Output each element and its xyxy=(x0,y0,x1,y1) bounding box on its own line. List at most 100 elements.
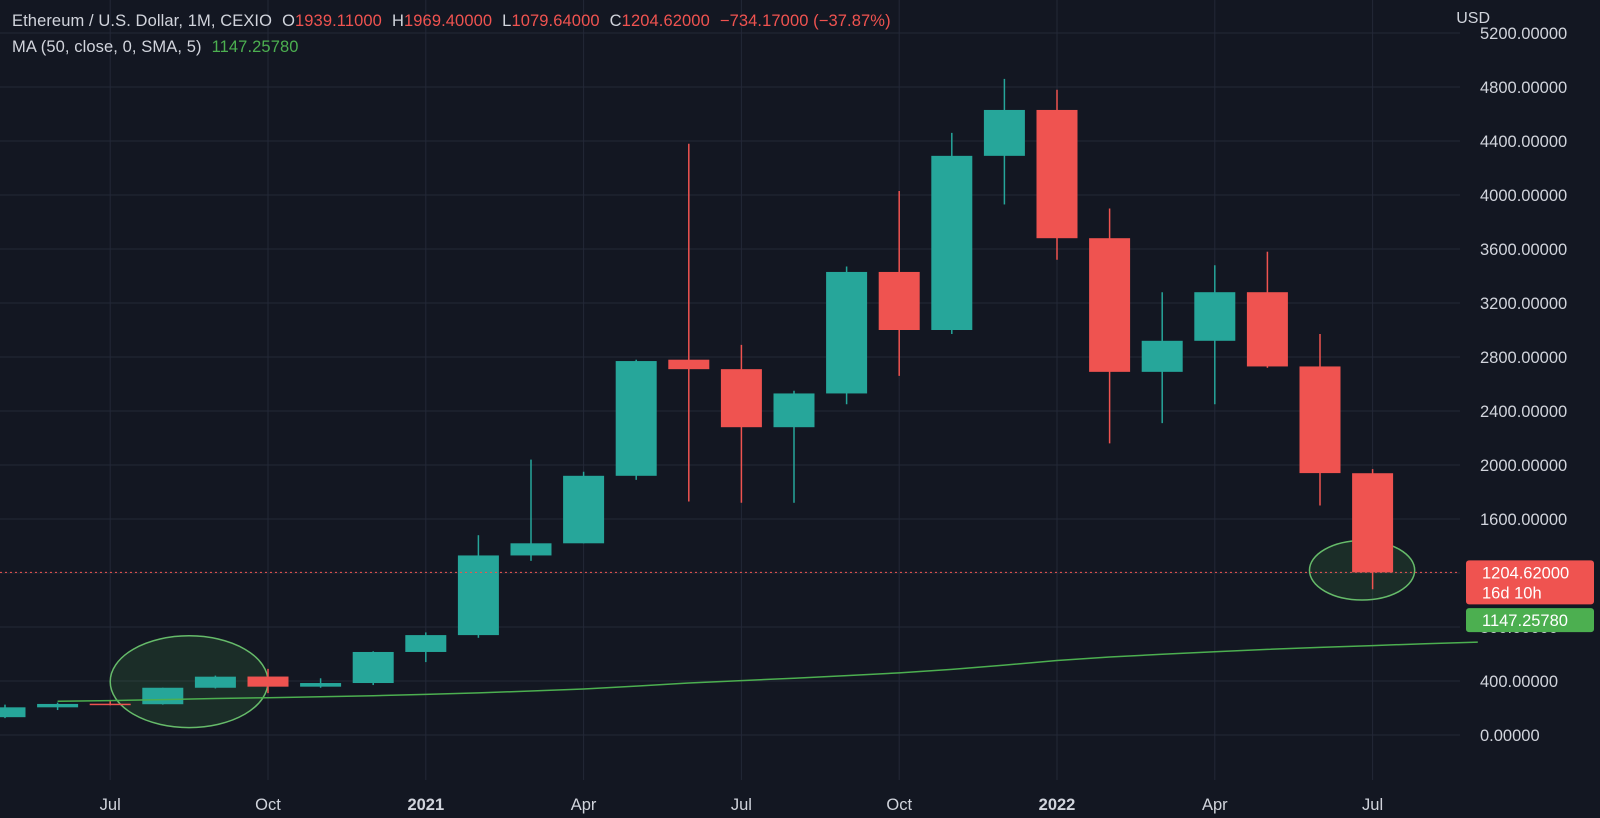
y-tick-label: 1600.00000 xyxy=(1480,511,1567,529)
candle[interactable] xyxy=(300,678,342,688)
candle[interactable] xyxy=(194,675,236,689)
ma-legend[interactable]: MA (50, close, 0, SMA, 5) 1147.25780 xyxy=(12,38,299,57)
y-tick-label: 2000.00000 xyxy=(1480,457,1567,475)
ma-label[interactable]: MA (50, close, 0, SMA, 5) xyxy=(12,38,202,56)
candle-body[interactable] xyxy=(720,369,762,428)
candle[interactable] xyxy=(1246,251,1288,368)
candle[interactable] xyxy=(1299,334,1341,506)
symbol-title[interactable]: Ethereum / U.S. Dollar, 1M, CEXIO xyxy=(12,12,273,30)
candle-body[interactable] xyxy=(615,361,657,476)
candle-body[interactable] xyxy=(826,271,868,394)
candle-body[interactable] xyxy=(194,676,236,688)
low-label: L xyxy=(502,12,512,30)
x-tick-label: Oct xyxy=(255,796,281,814)
candle[interactable] xyxy=(826,266,868,405)
candle[interactable] xyxy=(720,344,762,503)
currency-label[interactable]: USD xyxy=(1456,10,1490,27)
candle[interactable] xyxy=(1089,208,1131,444)
time-axis[interactable]: prJulOct2021AprJulOct2022AprJul xyxy=(0,796,1383,814)
candle-body[interactable] xyxy=(300,683,342,687)
y-tick-label: 400.00000 xyxy=(1480,673,1558,691)
price-axis[interactable]: 0.00000400.00000800.000001200.000001600.… xyxy=(1480,25,1567,745)
price-tag-value: 1147.25780 xyxy=(1482,612,1568,630)
candle-body[interactable] xyxy=(931,155,973,330)
close-label: C xyxy=(609,12,622,30)
candle[interactable] xyxy=(668,143,710,502)
candle[interactable] xyxy=(89,700,131,706)
high-label: H xyxy=(391,12,404,30)
high-value: 1969.40000 xyxy=(403,12,493,30)
price-tag-value: 1204.62000 xyxy=(1482,564,1569,582)
ma-price-tag: 1147.25780 xyxy=(1466,608,1594,633)
y-tick-label: 5200.00000 xyxy=(1480,25,1567,43)
candle-body[interactable] xyxy=(878,271,920,330)
open-value: 1939.11000 xyxy=(295,12,382,30)
candle[interactable] xyxy=(0,704,26,719)
candle-body[interactable] xyxy=(0,707,26,718)
moving-average xyxy=(57,641,1478,703)
candle-body[interactable] xyxy=(1352,473,1394,573)
candle[interactable] xyxy=(1352,469,1394,590)
candle[interactable] xyxy=(773,390,815,503)
candle[interactable] xyxy=(615,359,657,480)
y-tick-label: 0.00000 xyxy=(1480,727,1540,745)
candle[interactable] xyxy=(878,190,920,376)
candle-body[interactable] xyxy=(89,703,131,706)
candle[interactable] xyxy=(37,702,79,711)
candle[interactable] xyxy=(247,668,289,694)
ohlc-legend: Ethereum / U.S. Dollar, 1M, CEXIO O1939.1… xyxy=(12,12,891,31)
low-value: 1079.64000 xyxy=(511,12,600,30)
x-tick-label: Jul xyxy=(731,796,752,814)
candle-body[interactable] xyxy=(773,393,815,428)
candle[interactable] xyxy=(931,132,973,335)
y-tick-label: 3600.00000 xyxy=(1480,241,1567,259)
candle[interactable] xyxy=(1036,89,1078,260)
x-tick-label: Apr xyxy=(571,796,597,814)
candle-body[interactable] xyxy=(1141,340,1183,372)
candle[interactable] xyxy=(142,687,184,705)
last-price-tag: 1204.62000 16d 10h xyxy=(1466,560,1594,605)
x-tick-label: Apr xyxy=(1202,796,1228,814)
candle-body[interactable] xyxy=(37,703,79,708)
price-tag-countdown: 16d 10h xyxy=(1482,584,1542,602)
candle-body[interactable] xyxy=(142,687,184,705)
candle-body[interactable] xyxy=(510,543,552,556)
close-value: 1204.62000 xyxy=(621,12,710,30)
candlesticks[interactable] xyxy=(0,78,1394,719)
candle-body[interactable] xyxy=(247,676,289,687)
candle[interactable] xyxy=(405,632,447,663)
candle-body[interactable] xyxy=(1246,292,1288,367)
candle[interactable] xyxy=(983,78,1025,205)
candle-body[interactable] xyxy=(1089,238,1131,372)
ma-value: 1147.25780 xyxy=(211,38,299,56)
candle[interactable] xyxy=(457,535,499,638)
candle-body[interactable] xyxy=(405,635,447,652)
candle-body[interactable] xyxy=(352,651,394,684)
candle-body[interactable] xyxy=(983,109,1025,156)
y-tick-label: 4000.00000 xyxy=(1480,187,1567,205)
candle-body[interactable] xyxy=(457,555,499,636)
candle-body[interactable] xyxy=(1036,109,1078,239)
y-tick-label: 2800.00000 xyxy=(1480,349,1567,367)
candle[interactable] xyxy=(563,471,605,544)
candle-body[interactable] xyxy=(1299,366,1341,474)
candle-body[interactable] xyxy=(563,475,605,544)
candle[interactable] xyxy=(510,459,552,561)
change-value: −734.17000 (−37.87%) xyxy=(719,12,891,30)
grid-lines xyxy=(0,0,1460,780)
candle-body[interactable] xyxy=(1194,292,1236,341)
candle[interactable] xyxy=(352,651,394,686)
x-tick-label: Jul xyxy=(100,796,121,814)
annotations xyxy=(109,539,1416,729)
candle-body[interactable] xyxy=(668,359,710,370)
open-label: O xyxy=(282,12,295,30)
y-tick-label: 4400.00000 xyxy=(1480,133,1567,151)
candle[interactable] xyxy=(1141,292,1183,424)
x-tick-label: Oct xyxy=(886,796,912,814)
x-tick-label: 2021 xyxy=(407,796,444,814)
candle[interactable] xyxy=(1194,265,1236,405)
x-tick-label: Jul xyxy=(1362,796,1383,814)
y-tick-label: 3200.00000 xyxy=(1480,295,1567,313)
